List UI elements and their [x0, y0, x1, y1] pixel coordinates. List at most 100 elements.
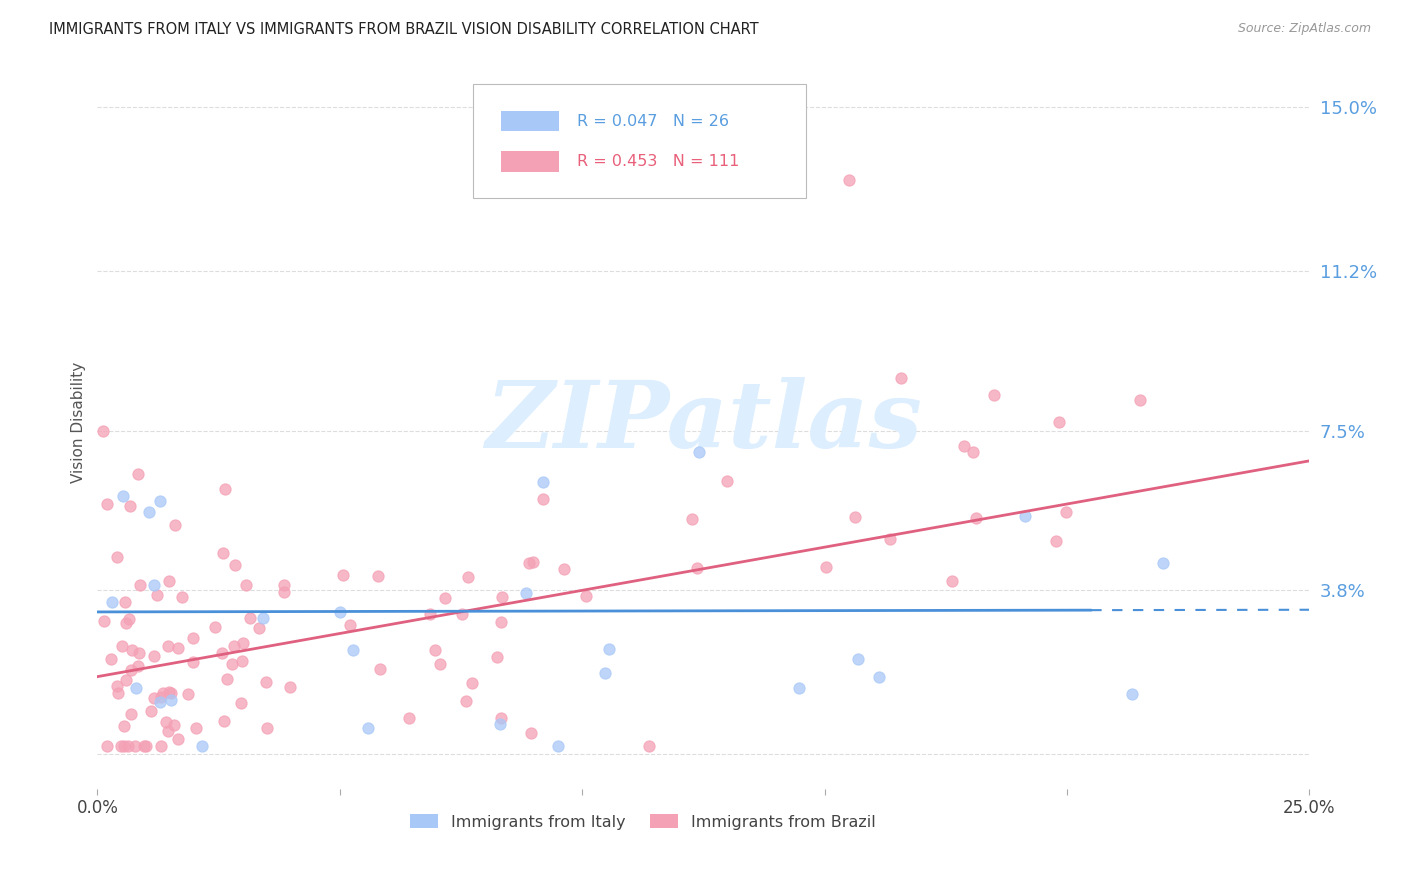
- Point: [114, 595, 136, 609]
- Point: [965, 511, 987, 525]
- Point: [252, 611, 274, 625]
- Point: [232, 636, 254, 650]
- Point: [149, 696, 172, 710]
- Point: [211, 545, 233, 559]
- Point: [329, 605, 352, 619]
- Point: [575, 589, 598, 603]
- Point: [112, 489, 135, 503]
- Point: [110, 739, 132, 753]
- Point: [370, 663, 392, 677]
- Point: [155, 714, 177, 729]
- Point: [186, 721, 208, 735]
- Point: [167, 641, 190, 656]
- Point: [100, 652, 122, 666]
- Point: [159, 693, 181, 707]
- Point: [846, 652, 869, 666]
- Point: [93, 614, 115, 628]
- Point: [553, 562, 575, 576]
- Point: [273, 578, 295, 592]
- Point: [254, 675, 277, 690]
- Point: [214, 482, 236, 496]
- Point: [1152, 556, 1174, 570]
- Point: [107, 686, 129, 700]
- Point: [457, 569, 479, 583]
- Point: [531, 475, 554, 490]
- Point: [519, 557, 541, 571]
- Point: [217, 673, 239, 687]
- FancyBboxPatch shape: [501, 152, 560, 172]
- Point: [138, 505, 160, 519]
- Point: [1047, 415, 1070, 429]
- Point: [212, 714, 235, 728]
- Point: [339, 618, 361, 632]
- Point: [814, 559, 837, 574]
- Point: [357, 721, 380, 735]
- Point: [101, 595, 124, 609]
- Point: [983, 388, 1005, 402]
- Point: [547, 739, 569, 753]
- Point: [157, 724, 180, 739]
- Point: [125, 681, 148, 695]
- Point: [838, 173, 860, 187]
- Point: [156, 639, 179, 653]
- Point: [598, 642, 620, 657]
- Point: [278, 680, 301, 694]
- Text: ZIPatlas: ZIPatlas: [485, 377, 922, 467]
- FancyBboxPatch shape: [501, 111, 560, 131]
- Point: [221, 657, 243, 671]
- Point: [638, 739, 661, 753]
- Point: [879, 533, 901, 547]
- Point: [157, 574, 180, 589]
- Text: R = 0.047   N = 26: R = 0.047 N = 26: [578, 113, 730, 128]
- Point: [163, 718, 186, 732]
- Text: IMMIGRANTS FROM ITALY VS IMMIGRANTS FROM BRAZIL VISION DISABILITY CORRELATION CH: IMMIGRANTS FROM ITALY VS IMMIGRANTS FROM…: [49, 22, 759, 37]
- Point: [1054, 505, 1077, 519]
- Point: [112, 739, 135, 753]
- Point: [112, 719, 135, 733]
- Point: [124, 739, 146, 753]
- Point: [152, 686, 174, 700]
- Point: [890, 370, 912, 384]
- Point: [273, 584, 295, 599]
- Point: [224, 640, 246, 654]
- Point: [114, 673, 136, 687]
- Point: [685, 560, 707, 574]
- Point: [681, 512, 703, 526]
- Point: [191, 739, 214, 753]
- Point: [522, 555, 544, 569]
- Point: [688, 444, 710, 458]
- Point: [515, 586, 537, 600]
- Point: [460, 675, 482, 690]
- Legend: Immigrants from Italy, Immigrants from Brazil: Immigrants from Italy, Immigrants from B…: [404, 807, 883, 836]
- Point: [485, 649, 508, 664]
- Point: [91, 424, 114, 438]
- Point: [107, 549, 129, 564]
- Point: [224, 558, 246, 572]
- Point: [163, 517, 186, 532]
- Point: [145, 589, 167, 603]
- Point: [142, 648, 165, 663]
- Point: [1129, 393, 1152, 408]
- Point: [134, 739, 156, 753]
- Text: R = 0.453   N = 111: R = 0.453 N = 111: [578, 154, 740, 169]
- Point: [143, 690, 166, 705]
- Point: [120, 707, 142, 722]
- Point: [167, 731, 190, 746]
- Point: [231, 654, 253, 668]
- Point: [150, 690, 173, 704]
- Point: [247, 621, 270, 635]
- Point: [96, 739, 118, 753]
- Point: [128, 578, 150, 592]
- Point: [1045, 534, 1067, 549]
- Point: [716, 474, 738, 488]
- Point: [868, 670, 890, 684]
- Point: [117, 739, 139, 753]
- Point: [121, 642, 143, 657]
- Point: [139, 704, 162, 718]
- Point: [941, 574, 963, 588]
- Point: [419, 607, 441, 622]
- Point: [127, 467, 149, 481]
- Point: [96, 497, 118, 511]
- Point: [229, 696, 252, 710]
- Point: [235, 578, 257, 592]
